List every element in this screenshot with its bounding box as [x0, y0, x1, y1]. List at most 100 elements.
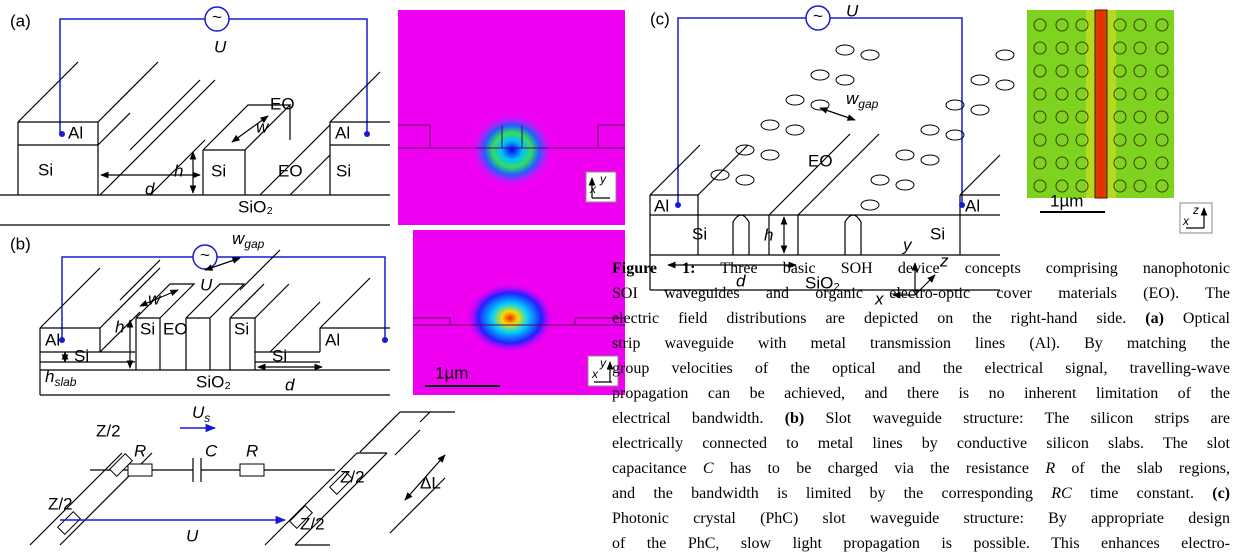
caption-line: electric field distributions are depicte…: [612, 306, 1230, 331]
caption-run: (a): [1145, 310, 1164, 327]
material-label: EO: [163, 319, 188, 338]
shape: [896, 180, 914, 190]
dimension-label: d: [145, 179, 155, 198]
label-part: h: [45, 367, 54, 386]
page: Figure 1 {"panels": { "a": {"label": "(a…: [0, 0, 1239, 549]
material-label: Al: [335, 123, 350, 142]
dimension-label: w: [148, 289, 162, 308]
caption-run: of the PhC, slow light propagation is po…: [612, 535, 1230, 552]
circuit-label: R: [246, 441, 258, 460]
material-label: EO: [270, 94, 295, 113]
caption-run: time constant.: [1072, 485, 1213, 502]
caption-line: of the PhC, slow light propagation is po…: [612, 531, 1230, 556]
material-label: SiO₂: [238, 197, 273, 216]
shape: [59, 131, 65, 137]
shape: [996, 80, 1014, 90]
caption-run: electrically connected to metal lines by…: [612, 435, 1230, 452]
caption-line: and the bandwidth is limited by the corr…: [612, 481, 1230, 506]
panel-label: (b): [10, 234, 31, 253]
dimension-label: d: [285, 375, 295, 394]
caption-line: Photonic crystal (PhC) slot waveguide st…: [612, 506, 1230, 531]
material-label: EO: [808, 151, 833, 170]
shape: [921, 155, 939, 165]
caption-run: propagation can be achieved, and there i…: [612, 385, 1230, 402]
voltage-label: U: [214, 37, 227, 56]
label-part: gap: [858, 97, 878, 111]
caption-run: has to be charged via the resistance: [714, 460, 1046, 477]
circuit-label: Us: [192, 403, 210, 425]
coord-label: y: [902, 235, 913, 254]
axis-label: x: [1182, 214, 1190, 228]
material-label: Si: [336, 161, 351, 180]
material-label: Si: [140, 319, 155, 338]
dimension-label: hslab: [45, 367, 77, 389]
shape: [60, 19, 367, 134]
circuit-label: Z/2: [48, 494, 73, 513]
shape: [786, 95, 804, 105]
caption-run: RC: [1051, 485, 1071, 502]
shape: [1095, 10, 1107, 198]
figure-caption: Figure 1: Three basic SOH device concept…: [612, 256, 1230, 556]
dimension-label: h: [764, 225, 773, 244]
caption-run: Three basic SOH device concepts comprisi…: [695, 260, 1230, 277]
shape: [128, 464, 152, 476]
shape: [996, 50, 1014, 60]
voltage-label: U: [846, 1, 859, 20]
circuit-label: R: [134, 441, 146, 460]
shape: [836, 75, 854, 85]
caption-run: R: [1045, 460, 1055, 477]
axis-label: x: [591, 367, 599, 381]
material-label: Si: [211, 161, 226, 180]
shape: [736, 175, 754, 185]
shape: [203, 105, 290, 195]
material-label: Si: [74, 346, 89, 365]
caption-line: electrical bandwidth. (b) Slot waveguide…: [612, 406, 1230, 431]
caption-line: Figure 1: Three basic SOH device concept…: [612, 256, 1230, 281]
panel-a: (a) ~ U EO Al Al Si Si EO Si SiO₂ w h d …: [0, 7, 625, 225]
caption-run: (b): [785, 410, 805, 427]
material-label: Si: [272, 346, 287, 365]
shape: [698, 155, 1000, 255]
shape: [465, 282, 555, 354]
shape: [736, 145, 754, 155]
caption-run: and the bandwidth is limited by the corr…: [612, 485, 1051, 502]
material-label: Si: [234, 319, 249, 338]
shape: [470, 112, 554, 188]
caption-run: Figure 1:: [612, 260, 695, 277]
caption-run: C: [703, 460, 714, 477]
shape: [836, 45, 854, 55]
source-symbol: ~: [200, 245, 210, 264]
dimension-label: w: [256, 117, 270, 136]
shape: [711, 45, 1014, 210]
caption-line: propagation can be achieved, and there i…: [612, 381, 1230, 406]
source-symbol: ~: [813, 6, 823, 25]
caption-run: SOI waveguides and organic electro-optic…: [612, 285, 1230, 302]
axis-label: x: [589, 182, 597, 196]
caption-run: Optical: [1164, 310, 1230, 327]
material-label: Al: [654, 196, 669, 215]
shape: [58, 512, 81, 535]
label-part: s: [204, 411, 210, 425]
caption-line: group velocities of the optical and the …: [612, 356, 1230, 381]
caption-line: electrically connected to metal lines by…: [612, 431, 1230, 456]
shape: [896, 150, 914, 160]
axis-label: z: [1192, 203, 1199, 217]
caption-run: group velocities of the optical and the …: [612, 360, 1230, 377]
caption-run: of the slab regions,: [1055, 460, 1230, 477]
shape: [711, 170, 729, 180]
shape: [786, 125, 804, 135]
material-label: Si: [692, 224, 707, 243]
axis-label: y: [599, 172, 607, 186]
circuit-label: Z/2: [96, 421, 121, 440]
caption-line: SOI waveguides and organic electro-optic…: [612, 281, 1230, 306]
label-part: U: [192, 403, 205, 422]
circuit-label: Z/2: [300, 514, 325, 533]
shape: [761, 150, 779, 160]
circuit-label: ΔL: [420, 473, 441, 492]
shape: [811, 70, 829, 80]
caption-run: Slot waveguide structure: The silicon st…: [804, 410, 1230, 427]
material-label: Al: [45, 330, 60, 349]
caption-run: capacitance: [612, 460, 703, 477]
material-label: Al: [68, 123, 83, 142]
shape: [861, 50, 879, 60]
